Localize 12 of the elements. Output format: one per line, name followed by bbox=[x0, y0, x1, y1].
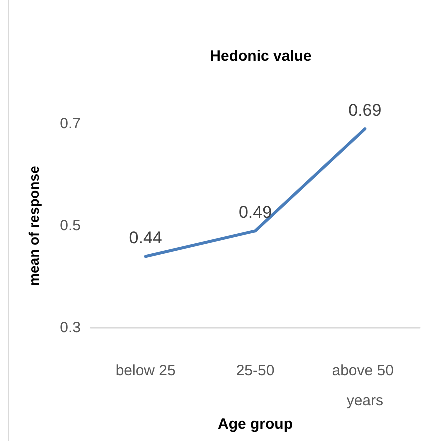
x-tick-label: above 50 years bbox=[332, 362, 398, 410]
data-label: 0.69 bbox=[348, 101, 382, 120]
y-tick-label: 0.5 bbox=[60, 218, 81, 235]
x-tick-label: 25-50 bbox=[236, 362, 275, 380]
chart-title: Hedonic value bbox=[210, 48, 312, 65]
data-label: 0.49 bbox=[238, 203, 272, 222]
data-label: 0.44 bbox=[129, 228, 162, 248]
x-tick-label: below 25 bbox=[116, 362, 176, 380]
y-tick-label: 0.7 bbox=[60, 116, 81, 132]
y-tick-label: 0.3 bbox=[60, 320, 81, 337]
x-axis-title: Age group bbox=[218, 416, 293, 433]
y-axis-title: mean of response bbox=[26, 166, 42, 286]
